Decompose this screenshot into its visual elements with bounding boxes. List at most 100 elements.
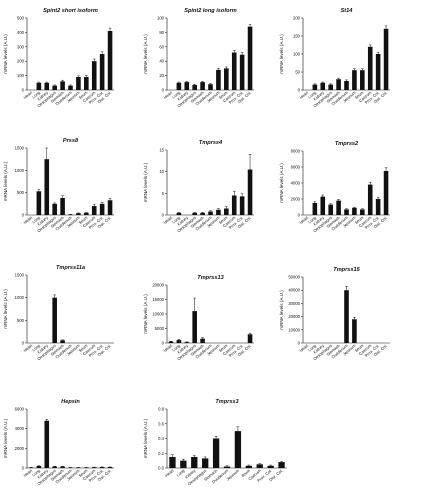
- y-tick-label: 8000: [291, 149, 301, 154]
- x-tick-label-lung: Lung: [307, 343, 317, 353]
- x-tick-label-heart: Heart: [298, 89, 309, 100]
- panel-title: Tmprss4: [199, 140, 223, 146]
- bar-caecum: [91, 467, 97, 468]
- bar-dist-col: [247, 169, 253, 215]
- bar-stomach: [336, 79, 341, 90]
- x-tick-label-kidney: Kidney: [36, 343, 49, 355]
- panel-title: Tmprss13: [197, 275, 224, 281]
- y-tick-label: 15: [159, 148, 164, 153]
- bar-duodenum: [208, 84, 213, 90]
- bar-caecum: [231, 195, 237, 215]
- panel-tmprss13: Tmprss13 mRNA levels (A.U.) 0 5000 10000 1500…: [143, 275, 254, 361]
- bar-kidney: [184, 342, 190, 343]
- bar-kidney: [44, 82, 50, 90]
- bar-jejunum: [352, 70, 357, 90]
- bar-caecum: [367, 46, 373, 90]
- y-axis-label: mRNA levels (A.U.): [3, 418, 8, 458]
- y-tick-label: 40: [159, 59, 164, 64]
- bar-duodenum: [208, 211, 213, 215]
- bar-oesophagus: [52, 466, 57, 468]
- y-tick-label: 300: [17, 44, 25, 49]
- y-tick-label: 0: [298, 88, 301, 93]
- y-tick-label: 20: [159, 73, 164, 78]
- y-tick-label: 50: [295, 70, 300, 75]
- bar-dist-col: [278, 462, 285, 468]
- x-tick-label-kidney: Kidney: [312, 90, 325, 102]
- bar-prox-col: [239, 54, 245, 90]
- y-tick-label: 0.2: [158, 451, 164, 456]
- y-tick-label: 1500: [15, 146, 25, 151]
- y-axis-label: mRNA levels (A.U.): [3, 34, 8, 74]
- bar-lung: [176, 212, 182, 215]
- bar-stomach: [336, 200, 341, 215]
- y-tick-label: 0: [162, 88, 165, 93]
- bar-dist-col: [247, 334, 253, 343]
- x-tick-label-ileum: Ileum: [78, 215, 89, 226]
- panel-tmprss4: Tmprss4 mRNA levels (A.U.) 0 5 10 15 HeartLung…: [143, 140, 254, 233]
- x-tick-label-lung: Lung: [31, 90, 41, 100]
- y-tick-label: 2000: [15, 446, 25, 451]
- y-tick-label: 100: [157, 16, 165, 21]
- bar-kidney: [184, 82, 190, 90]
- y-tick-label: 500: [17, 16, 25, 21]
- bar-kidney: [191, 456, 198, 468]
- x-tick-label-ileum: Ileum: [240, 468, 251, 479]
- y-tick-label: 0.4: [158, 436, 164, 441]
- x-tick-label-lung: Lung: [175, 468, 185, 478]
- y-tick-label: 0.8: [158, 407, 164, 412]
- bar-stomach: [60, 340, 65, 343]
- bar-lung: [180, 460, 187, 468]
- bar-dist-col: [107, 200, 113, 215]
- bar-ileum: [84, 212, 89, 215]
- y-tick-label: 200: [17, 59, 25, 64]
- bar-kidney: [44, 159, 50, 215]
- x-tick-label-heart: Heart: [22, 467, 33, 478]
- bar-caecum: [231, 52, 237, 90]
- bar-ileum: [84, 77, 89, 90]
- bar-ileum: [360, 209, 365, 215]
- x-tick-label-kidney: Kidney: [312, 215, 325, 227]
- y-tick-label: 6000: [291, 165, 301, 170]
- panel-st14: St14 mRNA levels (A.U.) 0 50 100 150 200 HeartL…: [279, 8, 390, 108]
- y-axis-label: mRNA levels (A.U.): [279, 163, 284, 203]
- bar-stomach: [200, 212, 205, 215]
- panel-hepsin: Hepsin mRNA levels (A.U.) 0 2000 4000 6000 Hea…: [3, 399, 114, 486]
- panel-title: Tmprss3: [215, 399, 239, 405]
- y-tick-label: 0: [22, 466, 25, 471]
- y-tick-label: 0: [162, 341, 165, 346]
- y-axis-label: mRNA levels (A.U.): [279, 34, 284, 74]
- bar-oesophagus: [192, 311, 197, 343]
- x-tick-label-heart: Heart: [22, 89, 33, 100]
- bar-oesophagus: [192, 84, 197, 90]
- bar-oesophagus: [328, 84, 333, 90]
- panel-tmprss11a: Tmprss11a mRNA levels (A.U.) 0 500 1000 1500 H…: [3, 265, 114, 361]
- y-axis-label: mRNA levels (A.U.): [279, 290, 284, 330]
- y-axis-label: mRNA levels (A.U.): [3, 161, 8, 201]
- bar-kidney: [44, 420, 50, 468]
- bar-dist-col: [247, 26, 253, 90]
- x-tick-label-heart: Heart: [22, 214, 33, 225]
- bar-ileum: [245, 465, 252, 468]
- x-tick-label-lung: Lung: [171, 343, 181, 353]
- y-tick-label: 0.0: [158, 466, 164, 471]
- bar-ileum: [360, 70, 365, 90]
- y-tick-label: 1500: [15, 273, 25, 278]
- bar-jejunum: [352, 207, 357, 215]
- bar-caecum: [256, 464, 263, 468]
- x-tick-label-kidney: Kidney: [36, 215, 49, 227]
- x-tick-label-heart: Heart: [298, 342, 309, 353]
- x-tick-label-lung: Lung: [31, 215, 41, 225]
- panel-title: Prss8: [63, 138, 79, 144]
- y-tick-label: 5000: [155, 326, 165, 331]
- y-tick-label: 80: [159, 30, 164, 35]
- bar-lung: [312, 203, 318, 215]
- bar-lung: [312, 84, 318, 90]
- panel-spint2-long-isoform: Spint2 long isoform mRNA levels (A.U.) 0 20…: [143, 8, 254, 108]
- y-tick-label: 4000: [291, 181, 301, 186]
- bar-stomach: [200, 338, 205, 343]
- x-tick-label-ileum: Ileum: [354, 215, 365, 226]
- bar-prox-col: [239, 196, 245, 215]
- x-tick-label-lung: Lung: [307, 90, 317, 100]
- panel-title: Hepsin: [61, 399, 80, 405]
- x-tick-label-kidney: Kidney: [176, 90, 189, 102]
